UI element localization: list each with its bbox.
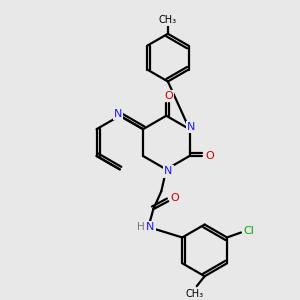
Text: N: N <box>114 109 122 119</box>
Text: N: N <box>187 122 196 132</box>
Text: O: O <box>164 91 172 101</box>
Text: CH₃: CH₃ <box>159 15 177 25</box>
Text: O: O <box>171 193 180 203</box>
Text: Cl: Cl <box>243 226 254 236</box>
Text: O: O <box>205 151 214 161</box>
Text: N: N <box>146 222 154 232</box>
Text: N: N <box>164 167 172 176</box>
Text: CH₃: CH₃ <box>186 289 204 299</box>
Text: H: H <box>136 222 144 232</box>
